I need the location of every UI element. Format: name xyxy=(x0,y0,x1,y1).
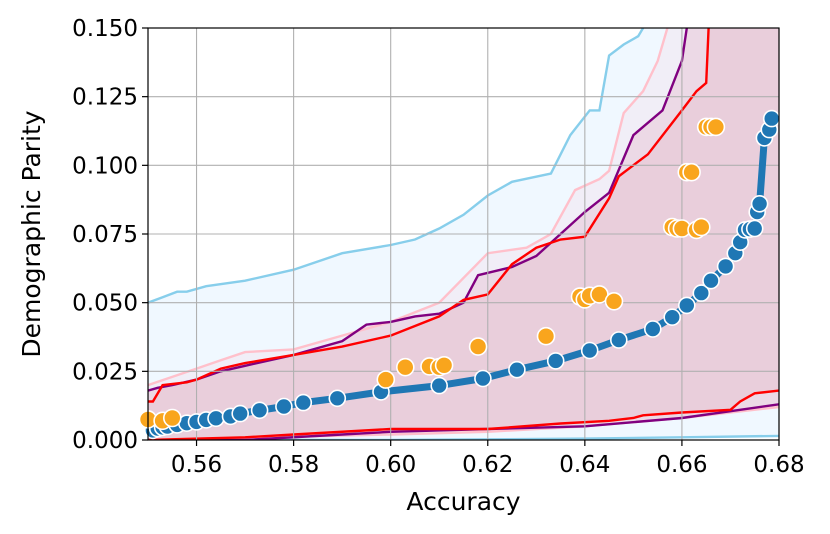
x-tick-label: 0.58 xyxy=(268,452,319,478)
scatter-point xyxy=(434,355,454,375)
series-point xyxy=(643,320,662,338)
series-point xyxy=(609,331,628,349)
series-point xyxy=(762,109,781,128)
y-axis-label: Demographic Parity xyxy=(17,110,46,357)
series-point xyxy=(716,257,735,276)
scatter-point xyxy=(163,408,182,428)
band-lower-line-4 xyxy=(148,389,779,440)
scatter-point xyxy=(682,162,701,182)
series-point xyxy=(328,389,347,408)
x-tick-label: 0.56 xyxy=(171,452,222,478)
y-tick-label: 0.075 xyxy=(72,222,138,248)
series-point xyxy=(546,352,565,370)
band-upper-line-4 xyxy=(148,28,710,403)
scatter-point xyxy=(395,357,415,377)
scatter-point xyxy=(536,326,556,346)
band-upper-line-2 xyxy=(148,28,669,387)
scatter-point xyxy=(604,291,624,311)
series-point xyxy=(275,397,293,416)
series-point xyxy=(663,308,682,327)
series-point xyxy=(692,284,711,302)
series-point xyxy=(430,376,449,395)
x-tick-label: 0.64 xyxy=(559,452,610,478)
series-point xyxy=(231,404,249,423)
scatter-point xyxy=(376,370,396,389)
x-tick-label: 0.60 xyxy=(365,452,416,478)
ticks-layer: 0.56 0.58 0.60 0.62 0.64 0.66 0.68 0.000 0.025 0.… xyxy=(72,16,804,478)
series-point xyxy=(294,393,313,412)
y-tick-label: 0.150 xyxy=(72,16,138,42)
y-tick-label: 0.125 xyxy=(72,85,138,111)
x-tick-label: 0.66 xyxy=(656,452,707,478)
series-point xyxy=(508,360,526,379)
scatter-point xyxy=(706,117,726,137)
scatter-point xyxy=(468,337,488,356)
x-axis-label: Accuracy xyxy=(406,487,520,516)
y-tick-label: 0.025 xyxy=(72,359,138,385)
series-point xyxy=(677,296,696,315)
series-point xyxy=(250,401,269,420)
band-upper-line-3 xyxy=(148,28,688,392)
series-point xyxy=(750,195,769,213)
y-tick-label: 0.000 xyxy=(72,428,138,454)
scatter-point xyxy=(691,217,711,237)
series-point xyxy=(702,271,720,290)
series-point xyxy=(745,219,764,238)
x-tick-label: 0.62 xyxy=(462,452,513,478)
series-point xyxy=(207,409,225,428)
y-tick-label: 0.100 xyxy=(72,153,138,179)
points-layer xyxy=(138,109,781,440)
y-tick-label: 0.050 xyxy=(72,291,138,317)
series-point xyxy=(474,369,492,388)
series-point xyxy=(580,341,599,360)
x-tick-label: 0.68 xyxy=(753,452,804,478)
